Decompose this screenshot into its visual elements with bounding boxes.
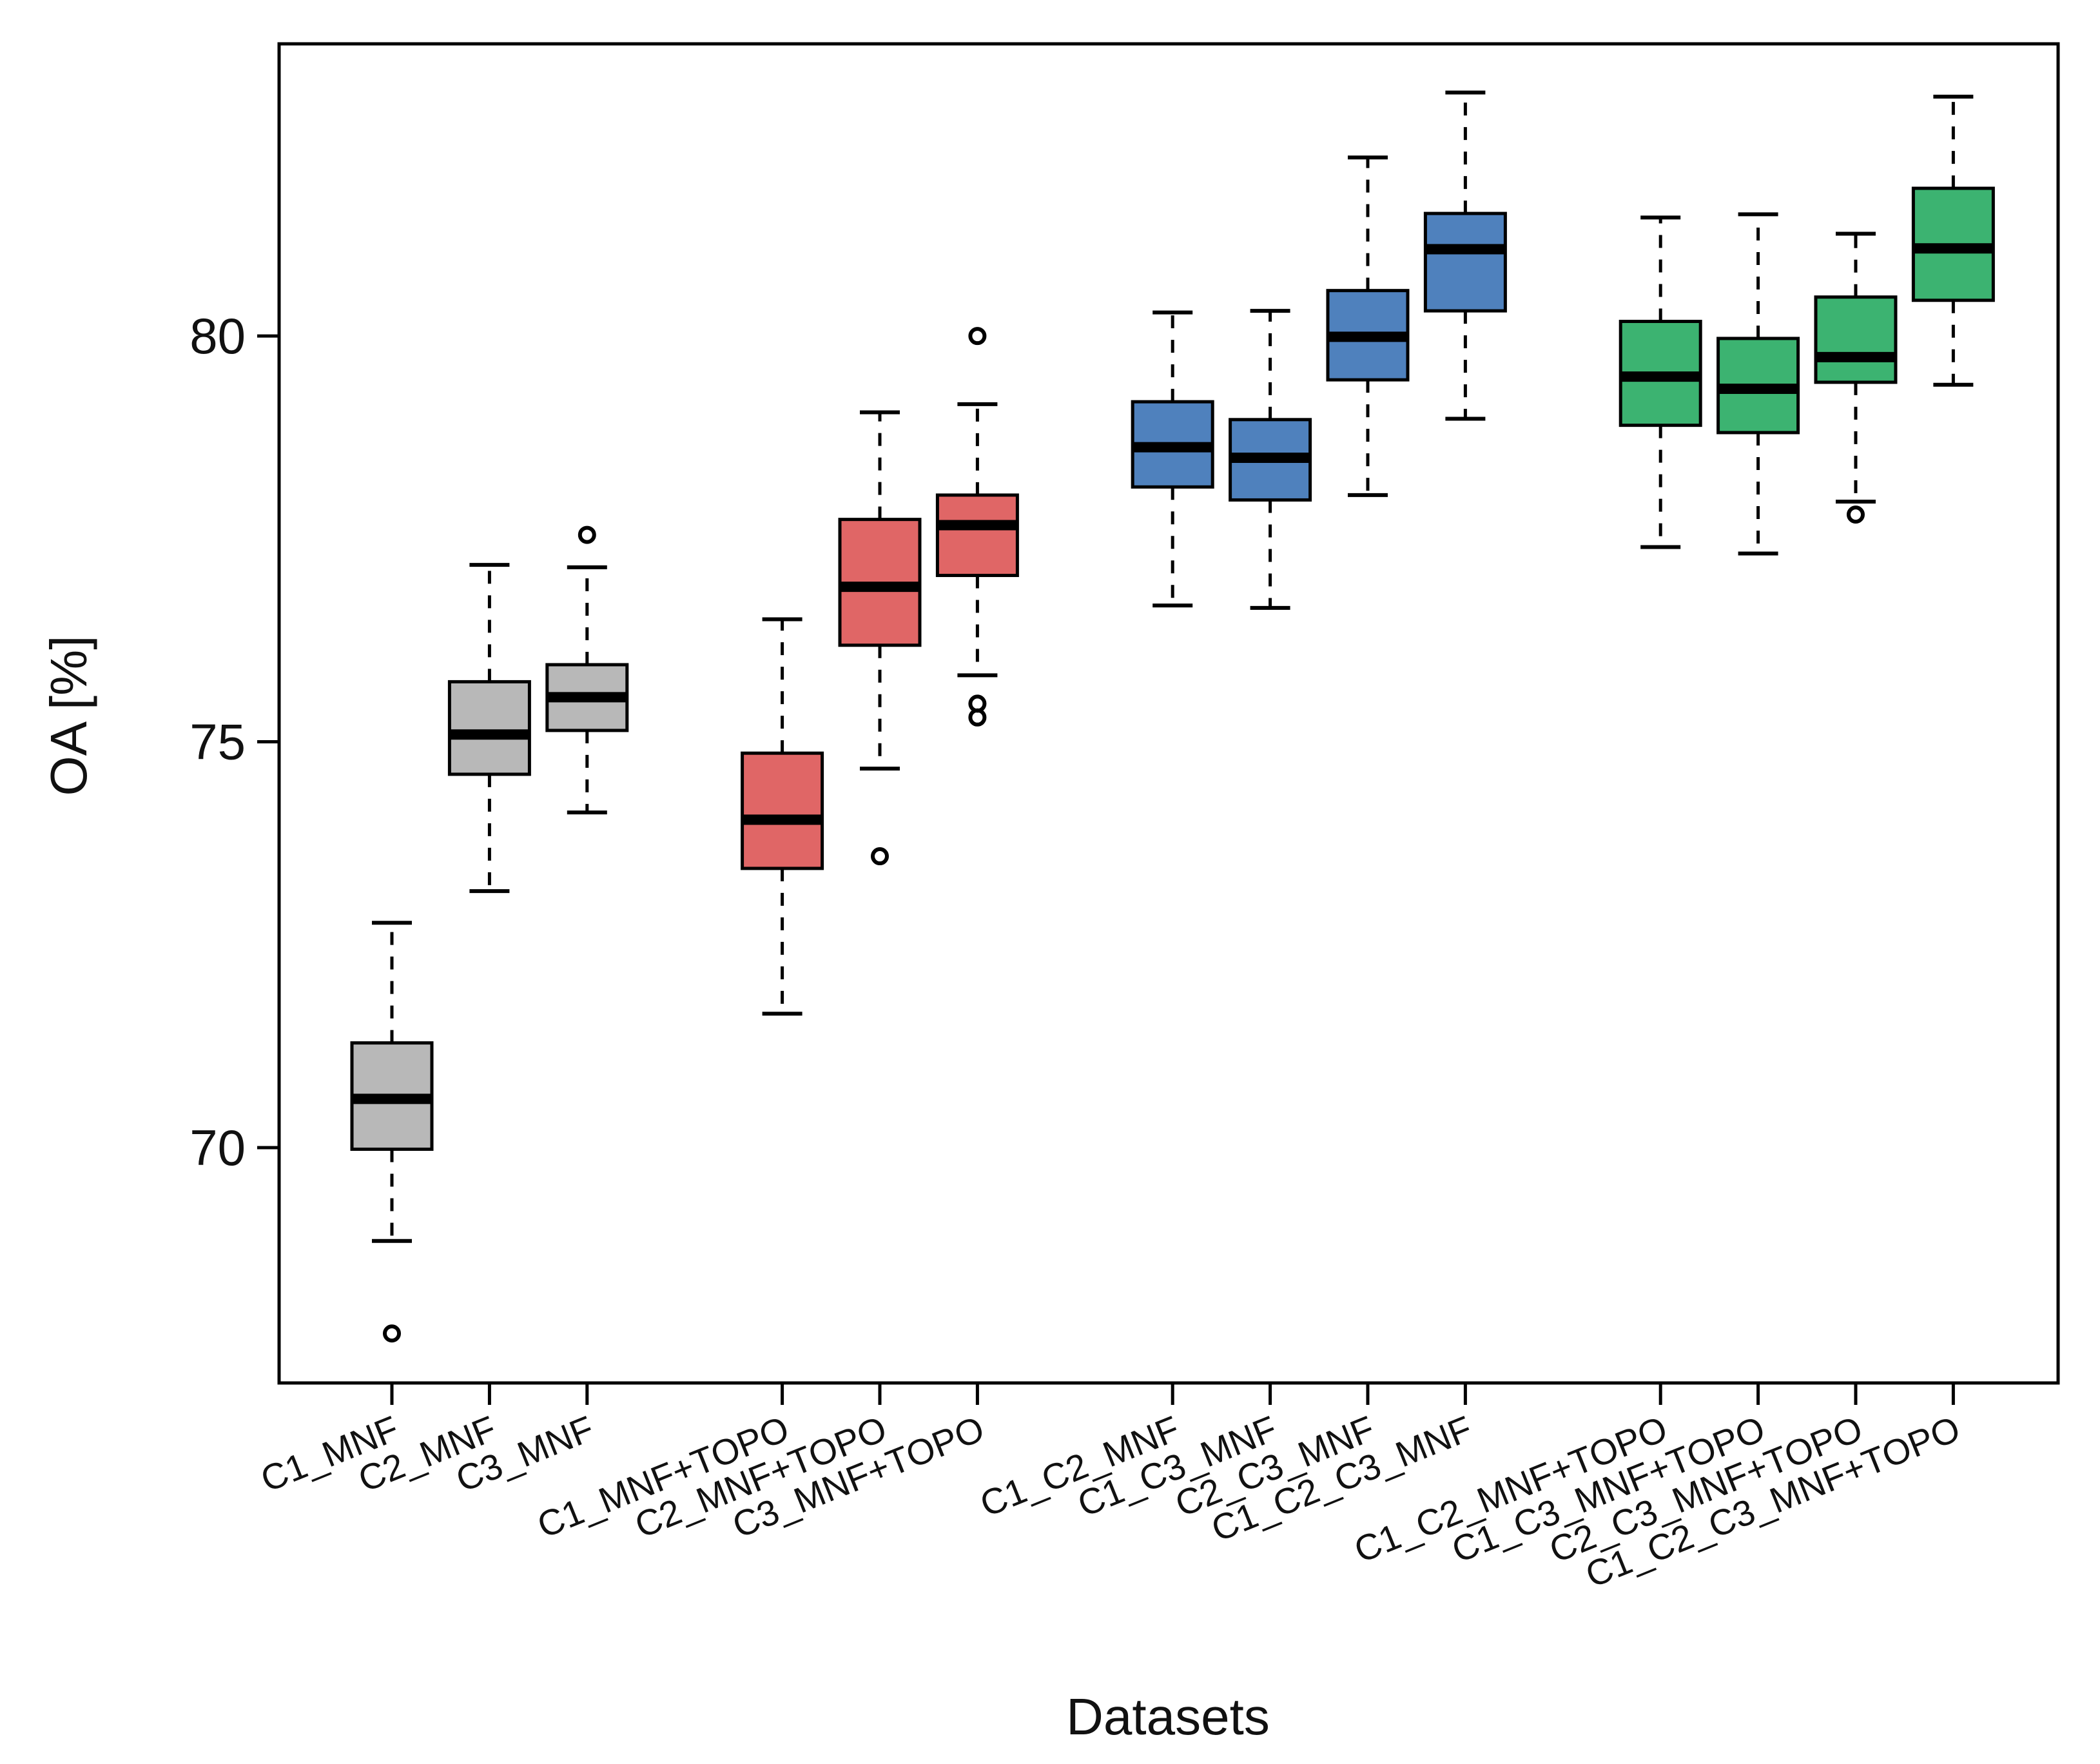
y-axis: 70 75 80 bbox=[190, 308, 279, 1176]
y-tick-label: 75 bbox=[190, 714, 246, 770]
box-c1-c3-mnf bbox=[1229, 309, 1312, 610]
box-c2-mnf bbox=[447, 563, 531, 894]
box-c1-mnf-topo bbox=[741, 617, 824, 1016]
box-c1-c3-mnf-topo bbox=[1716, 212, 1800, 556]
box-c2-c3-mnf bbox=[1326, 155, 1410, 497]
box-c3-mnf bbox=[545, 525, 629, 815]
outlier-point bbox=[383, 1324, 401, 1343]
box-c1-mnf bbox=[350, 921, 434, 1343]
y-tick-label: 80 bbox=[190, 308, 246, 364]
y-tick-label: 70 bbox=[190, 1119, 246, 1176]
iqr-box bbox=[447, 680, 531, 776]
box-c1-c2-c3-mnf bbox=[1423, 90, 1507, 421]
iqr-box bbox=[741, 751, 824, 870]
outlier-point bbox=[578, 525, 596, 544]
box-c2-mnf-topo bbox=[838, 410, 922, 866]
iqr-box bbox=[935, 493, 1019, 578]
outlier-point bbox=[968, 708, 987, 727]
x-axis-label: Datasets bbox=[1066, 1688, 1270, 1745]
outlier-point bbox=[968, 327, 987, 346]
plot-frame bbox=[277, 42, 2060, 1385]
plot-marks bbox=[350, 90, 1995, 1343]
y-axis-label: OA [%] bbox=[40, 636, 97, 796]
outlier-point bbox=[1847, 505, 1865, 524]
iqr-box bbox=[1423, 211, 1507, 313]
box-c1-c2-c3-mnf-topo bbox=[1911, 94, 1995, 387]
box-c2-c3-mnf-topo bbox=[1814, 231, 1898, 524]
box-c3-mnf-topo bbox=[935, 327, 1019, 727]
outlier-point bbox=[871, 847, 889, 866]
box-c1-c2-mnf-topo bbox=[1619, 215, 1702, 549]
box-c1-c2-mnf bbox=[1131, 310, 1214, 608]
iqr-box bbox=[1814, 295, 1898, 384]
